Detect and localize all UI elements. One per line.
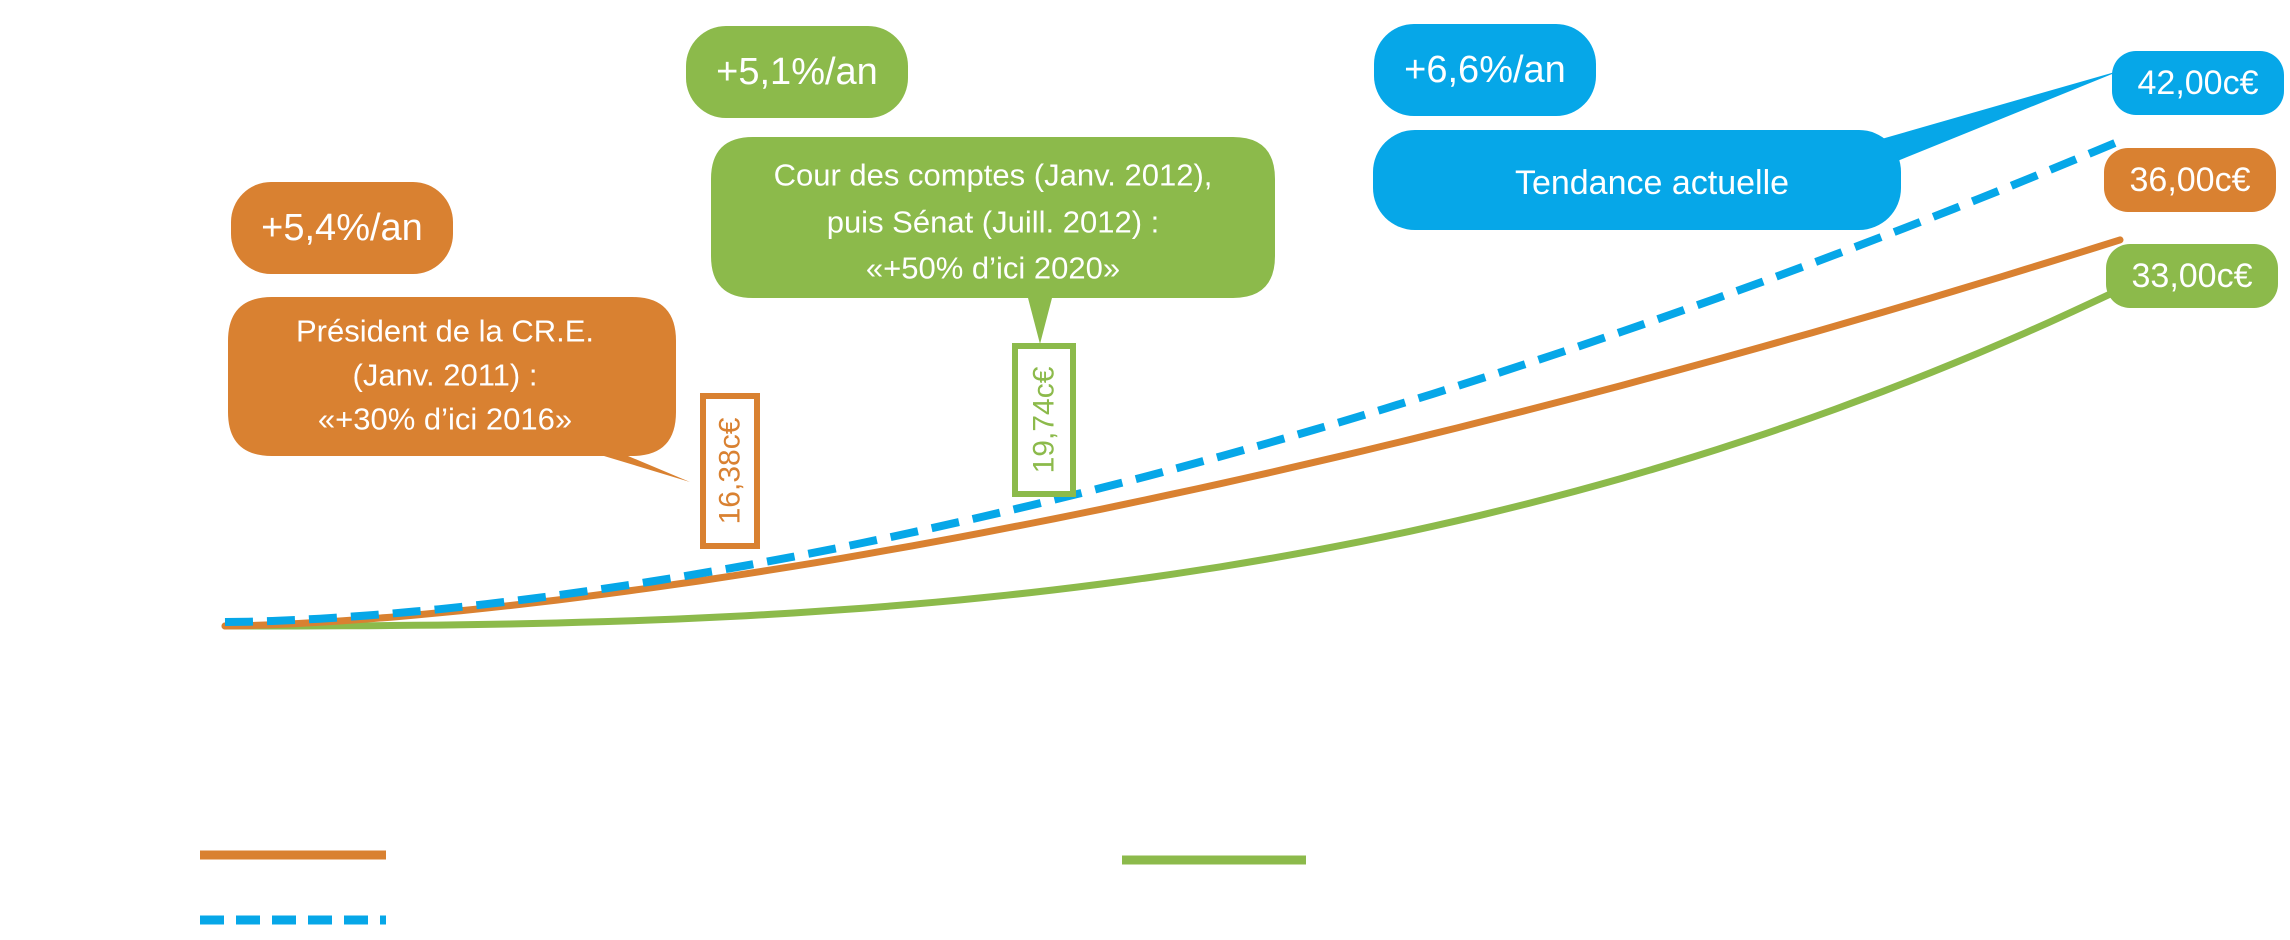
callout-orange-line-2: (Janv. 2011) : xyxy=(353,358,538,393)
callout-orange-bubble xyxy=(228,297,690,482)
marker-green-label: 19,74c€ xyxy=(1028,366,1061,473)
end-label-orange: 36,00c€ xyxy=(2104,148,2276,212)
callout-orange-line-3: «+30% d’ici 2016» xyxy=(318,402,572,437)
callout-orange-line-1: Président de la CR.E. xyxy=(296,314,594,349)
series-blue-line xyxy=(224,137,2122,626)
marker-green: 19,74c€ xyxy=(1012,343,1076,497)
rate-badge-green-label: +5,1%/an xyxy=(716,51,878,93)
callout-blue-bubble xyxy=(1373,130,1901,230)
rate-badge-orange: +5,4%/an xyxy=(231,182,453,274)
rate-badge-blue-bg xyxy=(1374,24,1596,116)
marker-orange-box xyxy=(700,393,760,549)
end-label-orange-text: 36,00c€ xyxy=(2130,161,2251,199)
end-label-orange-bg xyxy=(2104,148,2276,212)
callout-green: Cour des comptes (Janv. 2012), puis Séna… xyxy=(711,137,1275,344)
callout-green-line-2: puis Sénat (Juill. 2012) : xyxy=(827,205,1160,240)
rate-badge-orange-label: +5,4%/an xyxy=(261,207,423,249)
callout-green-bubble xyxy=(711,137,1275,344)
rate-badge-green-bg xyxy=(686,26,908,118)
series-orange-line xyxy=(221,236,2124,630)
end-label-blue-text: 42,00c€ xyxy=(2138,64,2259,102)
callout-green-line-1: Cour des comptes (Janv. 2012), xyxy=(774,158,1213,193)
rate-badge-orange-bg xyxy=(231,182,453,274)
callout-blue-text: Tendance actuelle xyxy=(1515,164,1789,202)
end-label-blue: 42,00c€ xyxy=(2112,51,2284,115)
end-label-green-text: 33,00c€ xyxy=(2132,257,2253,295)
end-label-green-bg xyxy=(2106,244,2278,308)
rate-badge-blue: +6,6%/an xyxy=(1374,24,1596,116)
marker-green-box xyxy=(1012,343,1076,497)
marker-orange-label: 16,38c€ xyxy=(714,417,747,524)
callout-green-line-3: «+50% d’ici 2020» xyxy=(866,251,1120,286)
series-green-line xyxy=(221,285,2124,630)
callout-blue-pointer xyxy=(1850,70,2122,168)
end-label-blue-bg xyxy=(2112,51,2284,115)
rate-badge-green: +5,1%/an xyxy=(686,26,908,118)
marker-orange: 16,38c€ xyxy=(700,393,760,549)
end-label-green: 33,00c€ xyxy=(2106,244,2278,308)
callout-orange: Président de la CR.E. (Janv. 2011) : «+3… xyxy=(228,297,690,482)
callout-blue: Tendance actuelle xyxy=(1373,70,2122,230)
rate-badge-blue-label: +6,6%/an xyxy=(1404,49,1566,91)
